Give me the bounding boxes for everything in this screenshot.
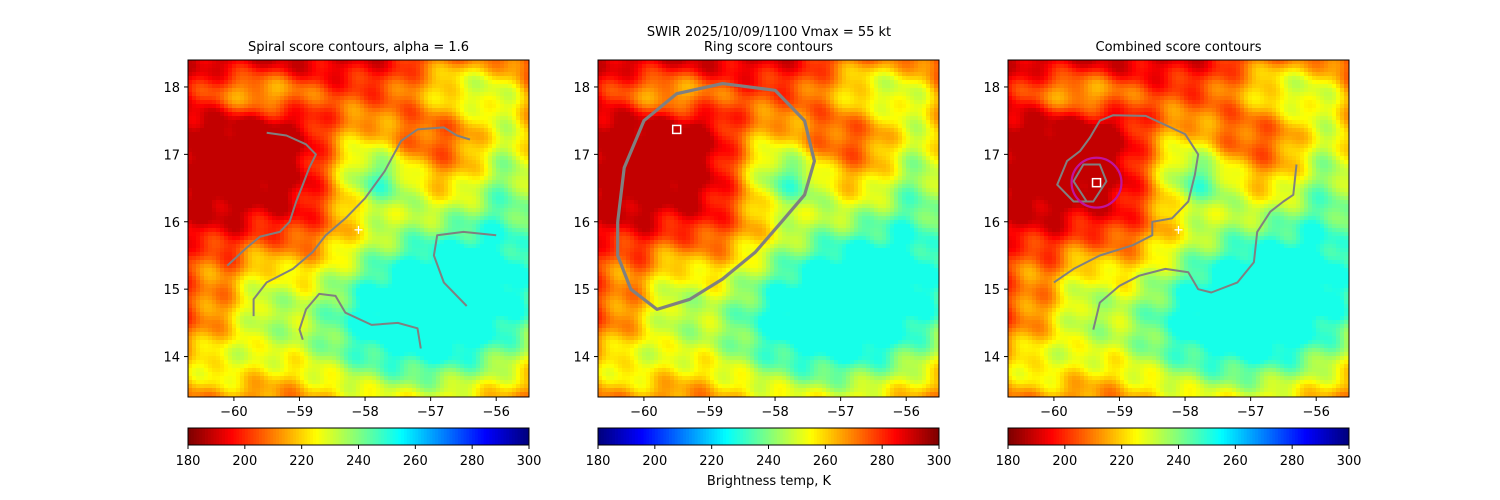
y-tick-label: 18 (163, 81, 180, 96)
score-contour-4 (432, 230, 497, 307)
colorbar-label: Brightness temp, K (707, 474, 832, 489)
colorbar-tick-label: 300 (1337, 454, 1362, 469)
colorbar-tick-label: 220 (289, 454, 314, 469)
y-tick-label: 18 (573, 81, 590, 96)
x-tick-label: −60 (220, 405, 247, 420)
figure-suptitle: SWIR 2025/10/09/1100 Vmax = 55 kt (647, 25, 891, 40)
x-tick-label: −58 (1171, 405, 1198, 420)
center-marker (1091, 177, 1102, 188)
x-tick-label: −58 (351, 405, 378, 420)
colorbar: 180 200 220 240 260 280 300 (586, 427, 952, 469)
y-tick-label: 15 (163, 283, 180, 298)
panel-title: Spiral score contours, alpha = 1.6 (248, 40, 469, 55)
colorbar-tick-label: 180 (176, 454, 201, 469)
colorbar: 180 200 220 240 260 280 300 (996, 427, 1362, 469)
axes-frame (1007, 59, 1350, 398)
colorbar-tick-label: 280 (460, 454, 485, 469)
colorbar-tick-label: 200 (1052, 454, 1077, 469)
y-tick-label: 18 (983, 81, 1000, 96)
colorbar-tick-label: 260 (403, 454, 428, 469)
x-tick-label: −58 (761, 405, 788, 420)
x-tick-label: −57 (827, 405, 854, 420)
colorbar-tick-label: 220 (699, 454, 724, 469)
colorbar-tick-label: 220 (1109, 454, 1134, 469)
y-tick-label: 16 (163, 216, 180, 231)
best-ring-circle (1070, 156, 1123, 209)
colorbar-tick-label: 260 (813, 454, 838, 469)
center-marker (671, 124, 682, 135)
x-tick-label: −59 (1106, 405, 1133, 420)
score-contour-1 (1053, 114, 1200, 284)
colorbar-tick-label: 260 (1223, 454, 1248, 469)
x-tick-label: −57 (417, 405, 444, 420)
y-tick-label: 17 (573, 148, 590, 163)
axes-frame (187, 59, 530, 398)
colorbar-tick-label: 200 (232, 454, 257, 469)
score-contour-1 (226, 131, 317, 267)
colorbar: 180 200 220 240 260 280 300 (176, 427, 542, 469)
colorbar-tick-label: 240 (756, 454, 781, 469)
y-tick-label: 15 (983, 283, 1000, 298)
panel-title: Combined score contours (1096, 40, 1262, 55)
axes-frame (597, 59, 940, 398)
colorbar-tick-label: 280 (870, 454, 895, 469)
brightness-heatmap (188, 60, 530, 398)
center-marker (354, 225, 363, 234)
y-tick-label: 17 (983, 148, 1000, 163)
y-tick-label: 14 (163, 351, 180, 366)
colorbar-tick-label: 180 (996, 454, 1021, 469)
colorbar-tick-label: 200 (642, 454, 667, 469)
panel-3: Combined score contours −60 −59 −58 −57 −56 14… (983, 40, 1361, 469)
x-tick-label: −60 (1040, 405, 1067, 420)
panel-1: Spiral score contours, alpha = 1.6 −60 −59… (163, 40, 541, 469)
colorbar-tick-label: 180 (586, 454, 611, 469)
panels: Spiral score contours, alpha = 1.6 −60 −59… (163, 40, 1361, 469)
first-guess-marker (1174, 225, 1183, 234)
y-tick-label: 14 (983, 351, 1000, 366)
x-tick-label: −56 (1302, 405, 1329, 420)
x-tick-label: −60 (630, 405, 657, 420)
score-contour-3 (298, 292, 422, 349)
colorbar-tick-label: 300 (927, 454, 952, 469)
y-tick-label: 15 (573, 283, 590, 298)
y-tick-label: 14 (573, 351, 590, 366)
brightness-heatmap (598, 60, 940, 398)
x-tick-label: −57 (1237, 405, 1264, 420)
score-contour-2 (1092, 164, 1298, 330)
panel-title: Ring score contours (704, 40, 833, 55)
colorbar-tick-label: 300 (517, 454, 542, 469)
y-tick-label: 16 (983, 216, 1000, 231)
score-contour-1 (616, 82, 816, 311)
y-tick-label: 17 (163, 148, 180, 163)
colorbar-tick-label: 240 (346, 454, 371, 469)
panel-2: Ring score contours −60 −59 −58 −57 −56 14 15 16… (573, 40, 951, 469)
x-tick-label: −59 (286, 405, 313, 420)
colorbar-tick-label: 240 (1166, 454, 1191, 469)
colorbar-tick-label: 280 (1280, 454, 1305, 469)
score-contour-2 (252, 126, 471, 317)
x-tick-label: −59 (696, 405, 723, 420)
x-tick-label: −56 (482, 405, 509, 420)
x-tick-label: −56 (892, 405, 919, 420)
y-tick-label: 16 (573, 216, 590, 231)
